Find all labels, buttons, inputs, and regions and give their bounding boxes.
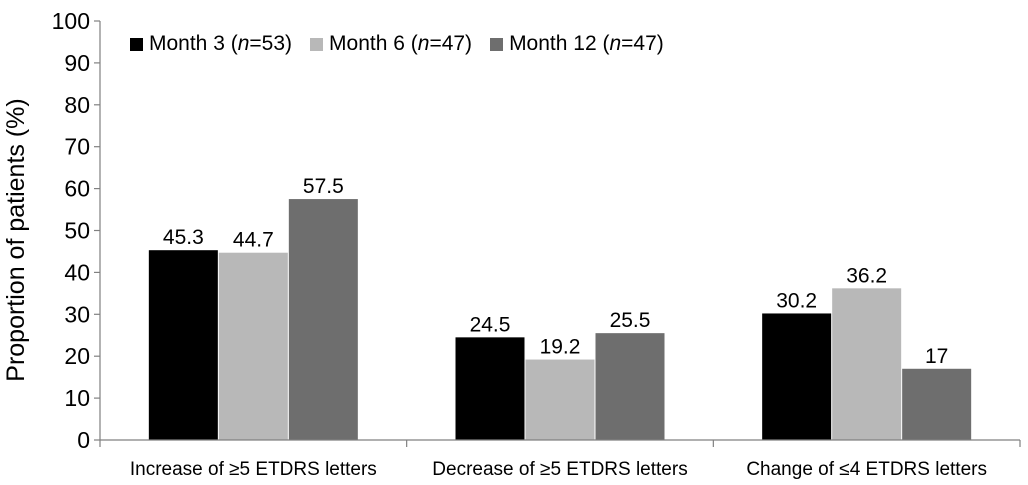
y-tick-label: 20 [64, 343, 90, 369]
y-tick-label: 80 [64, 92, 90, 118]
bar [525, 359, 595, 440]
bar-value-label: 44.7 [233, 229, 274, 252]
legend-swatch-month-6 [310, 37, 324, 51]
bar-value-label: 17 [925, 345, 948, 368]
legend-label-month-12: Month 12 (n=47) [509, 32, 664, 55]
bar [902, 368, 972, 440]
bar-value-label: 19.2 [540, 336, 581, 359]
legend-swatch-month-12 [490, 37, 504, 51]
y-tick-label: 90 [64, 50, 90, 76]
y-tick-label: 100 [52, 8, 90, 34]
y-axis-label: Proportion of patients (%) [2, 98, 30, 381]
y-tick-label: 60 [64, 176, 90, 202]
bar-value-label: 45.3 [163, 226, 204, 249]
y-axis: 0 10 20 30 40 50 60 70 80 90 100 [52, 8, 101, 453]
bar [148, 250, 218, 440]
legend-swatch-month-3 [130, 37, 143, 51]
y-tick-label: 70 [64, 134, 90, 160]
legend-item-month-12: Month 12 (n=47) [490, 32, 664, 56]
bar [832, 288, 902, 440]
bars: 45.3 24.5 30.2 44.7 19.2 36.2 57.5 25.5 17 [148, 175, 972, 440]
bar [595, 333, 665, 440]
x-tick-label: Increase of ≥5 ETDRS letters [130, 459, 377, 480]
legend-label-month-6: Month 6 (n=47) [329, 32, 473, 55]
y-tick-label: 50 [64, 218, 90, 244]
legend-item-month-6: Month 6 (n=47) [310, 32, 472, 56]
legend-label-month-3: Month 3 (n=53) [149, 32, 293, 55]
bar [455, 337, 525, 440]
y-tick-label: 30 [64, 301, 90, 327]
bar-value-label: 25.5 [610, 309, 651, 332]
bar-value-label: 57.5 [303, 175, 344, 198]
bar-value-label: 36.2 [846, 264, 887, 287]
x-tick-label: Decrease of ≥5 ETDRS letters [432, 459, 687, 480]
legend: Month 3 (n=53) Month 6 (n=47) Month 12 (… [130, 32, 664, 56]
y-tick-label: 40 [64, 259, 90, 285]
bar-value-label: 24.5 [470, 313, 511, 336]
y-tick-label: 0 [77, 427, 90, 453]
y-tick-label: 10 [64, 385, 90, 411]
x-axis: Increase of ≥5 ETDRS letters Decrease of … [99, 439, 1021, 480]
x-tick-label: Change of ≤4 ETDRS letters [746, 459, 987, 480]
bar-value-label: 30.2 [776, 289, 817, 312]
bar [218, 252, 288, 440]
bar [288, 199, 358, 440]
bar [762, 313, 832, 440]
legend-item-month-3: Month 3 (n=53) [130, 32, 292, 56]
